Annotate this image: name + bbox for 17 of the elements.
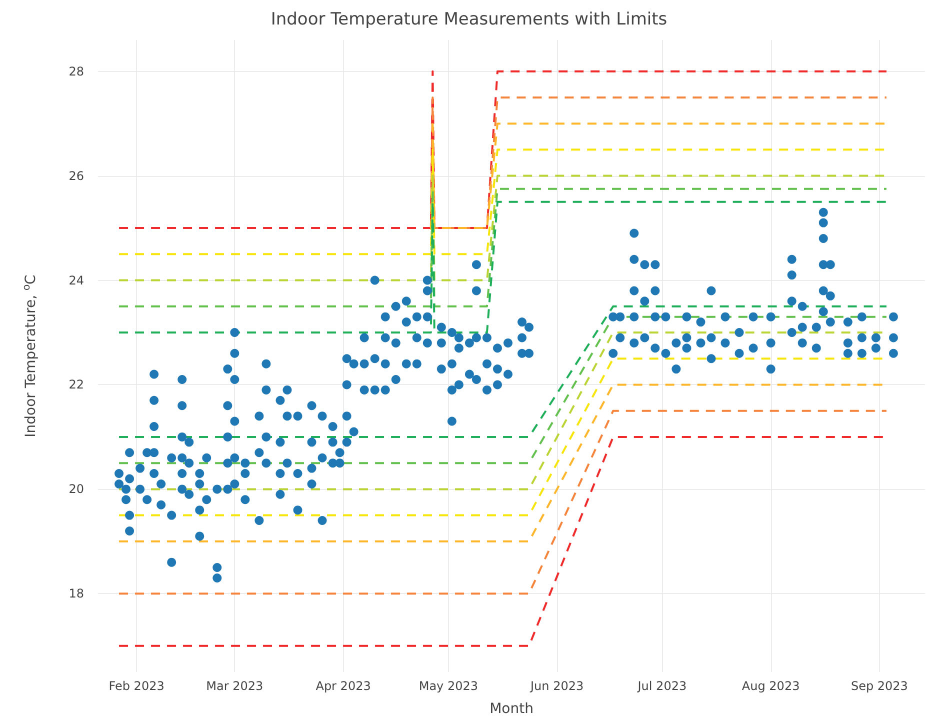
y-tick-label: 24 xyxy=(68,273,84,288)
x-tick-label: Jul 2023 xyxy=(636,679,687,693)
chart-title: Indoor Temperature Measurements with Limits xyxy=(270,10,668,30)
y-tick-label: 22 xyxy=(68,378,84,392)
x-tick-label: Aug 2023 xyxy=(742,679,800,693)
x-tick-label: Sep 2023 xyxy=(850,679,908,693)
x-tick-label: Jun 2023 xyxy=(530,679,584,693)
y-tick-label: 28 xyxy=(68,64,84,78)
x-tick-label: May 2023 xyxy=(418,679,478,693)
y-tick-label: 20 xyxy=(68,482,84,496)
y-tick-label: 26 xyxy=(68,168,84,183)
x-tick-label: Feb 2023 xyxy=(108,679,164,693)
x-tick-label: Apr 2023 xyxy=(316,679,371,693)
y-axis-title: Indoor Temperature, oC xyxy=(22,274,39,438)
x-axis-title: Month xyxy=(490,701,534,717)
x-tick-label: Mar 2023 xyxy=(206,679,264,693)
y-tick-label: 18 xyxy=(68,586,84,601)
